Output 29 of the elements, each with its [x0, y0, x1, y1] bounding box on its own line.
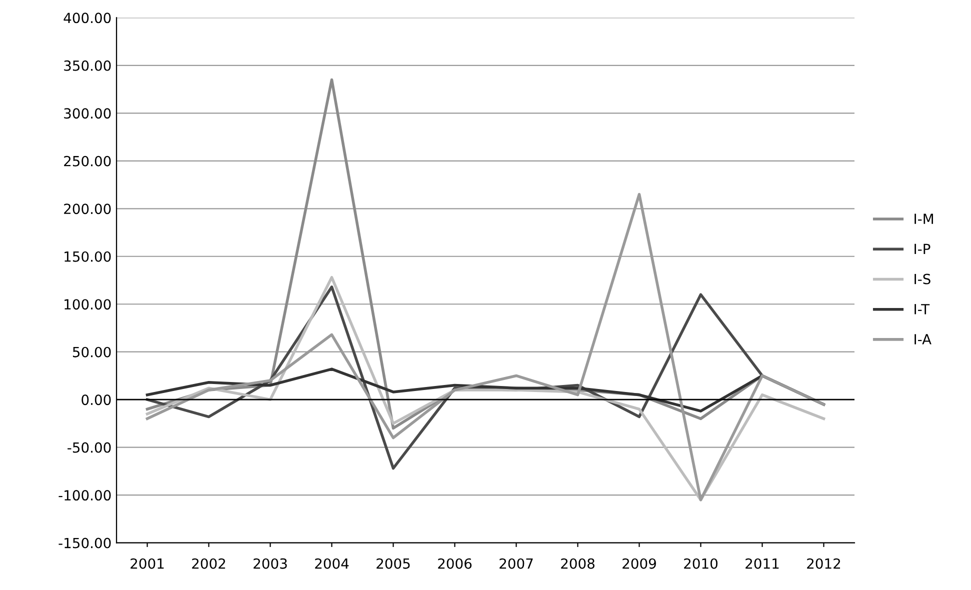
x-tick-label: 2001 [130, 558, 164, 569]
legend-label: I-M [914, 214, 933, 224]
y-tick-label: 250.00 [64, 156, 111, 166]
y-tick-label: 0.00 [82, 394, 111, 406]
y-tick-label: 300.00 [64, 108, 111, 119]
x-tick-label: 2008 [561, 558, 594, 569]
y-tick-label: -150.00 [58, 538, 111, 548]
y-tick-label: 200.00 [64, 204, 111, 214]
x-tick-label: 2009 [622, 558, 656, 569]
x-tick-label: 2004 [315, 558, 349, 569]
x-tick-label: 2011 [746, 558, 779, 569]
x-tick-label: 2006 [438, 558, 472, 569]
legend-label: I-P [914, 244, 930, 254]
y-tick-label: 350.00 [64, 60, 111, 71]
y-tick-label: 50.00 [72, 346, 111, 358]
x-tick-label: 2007 [500, 558, 533, 569]
legend-label: I-A [914, 334, 932, 344]
y-tick-label: -50.00 [68, 442, 111, 453]
y-tick-label: 400.00 [64, 12, 111, 24]
y-tick-label: 150.00 [64, 251, 111, 262]
x-tick-label: 2005 [376, 558, 410, 569]
y-tick-label: 100.00 [64, 299, 111, 310]
legend-label: I-S [914, 274, 930, 284]
legend-label: I-T [914, 304, 930, 314]
x-tick-label: 2003 [254, 558, 287, 569]
x-tick-label: 2002 [192, 558, 226, 569]
x-tick-label: 2010 [684, 558, 718, 569]
x-tick-label: 2012 [807, 558, 840, 569]
y-tick-label: -100.00 [58, 490, 111, 501]
